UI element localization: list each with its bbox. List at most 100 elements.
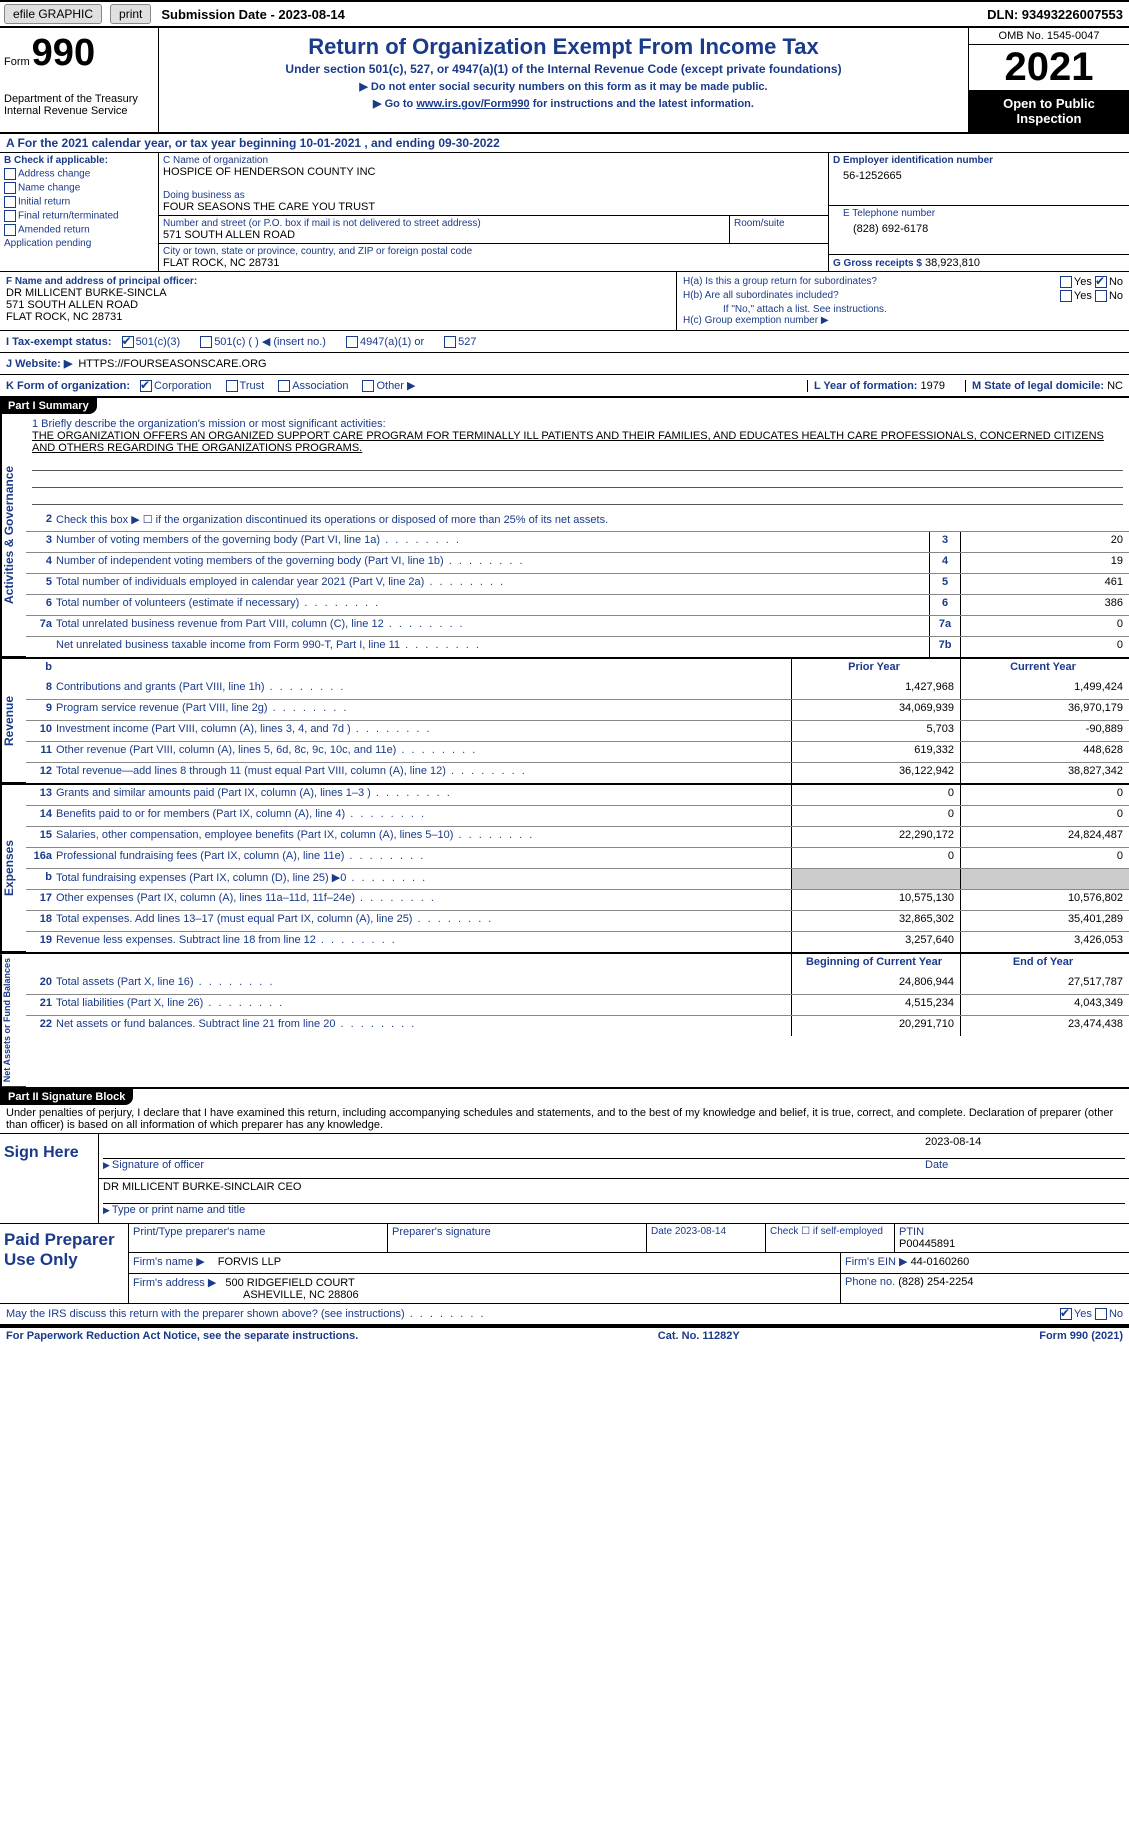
top-bar: efile GRAPHIC print Submission Date - 20… bbox=[0, 0, 1129, 28]
501c-checkbox[interactable] bbox=[200, 336, 212, 348]
hb-note: If "No," attach a list. See instructions… bbox=[683, 304, 1123, 315]
city: FLAT ROCK, NC 28731 bbox=[163, 257, 824, 269]
firm-ein-label: Firm's EIN ▶ bbox=[845, 1256, 908, 1268]
sign-date: 2023-08-14 bbox=[925, 1136, 1125, 1154]
firm-addr-label: Firm's address ▶ bbox=[133, 1277, 216, 1289]
irs-link[interactable]: www.irs.gov/Form990 bbox=[416, 98, 529, 110]
ptin-label: PTIN bbox=[899, 1226, 1125, 1238]
summary-line: 8Contributions and grants (Part VIII, li… bbox=[26, 679, 1129, 699]
phone: (828) 692-6178 bbox=[833, 219, 1125, 239]
gross-label: G Gross receipts $ bbox=[833, 258, 922, 269]
address-change-checkbox[interactable] bbox=[4, 168, 16, 180]
name-change-checkbox[interactable] bbox=[4, 182, 16, 194]
summary-line: 4Number of independent voting members of… bbox=[26, 552, 1129, 573]
begin-year-header: Beginning of Current Year bbox=[791, 954, 960, 974]
gross-receipts: 38,923,810 bbox=[925, 257, 980, 269]
year-formation: 1979 bbox=[921, 380, 945, 392]
summary-line: 10Investment income (Part VIII, column (… bbox=[26, 720, 1129, 741]
summary-line: 11Other revenue (Part VIII, column (A), … bbox=[26, 741, 1129, 762]
side-expenses: Expenses bbox=[0, 785, 26, 952]
firm-ein: 44-0160260 bbox=[911, 1256, 970, 1268]
form-word: Form bbox=[4, 56, 30, 68]
ein-label: D Employer identification number bbox=[833, 155, 1125, 166]
ha-yes-checkbox[interactable] bbox=[1060, 276, 1072, 288]
firm-name: FORVIS LLP bbox=[218, 1256, 281, 1268]
discuss-no-checkbox[interactable] bbox=[1095, 1308, 1107, 1320]
officer-street: 571 SOUTH ALLEN ROAD bbox=[6, 299, 670, 311]
summary-line: 9Program service revenue (Part VIII, lin… bbox=[26, 699, 1129, 720]
prep-date: Date 2023-08-14 bbox=[647, 1224, 766, 1252]
street: 571 SOUTH ALLEN ROAD bbox=[163, 229, 725, 241]
goto-note: ▶ Go to www.irs.gov/Form990 for instruct… bbox=[163, 97, 964, 110]
summary-line: 13Grants and similar amounts paid (Part … bbox=[26, 785, 1129, 805]
side-governance: Activities & Governance bbox=[0, 414, 26, 657]
discuss-yes-checkbox[interactable] bbox=[1060, 1308, 1072, 1320]
part1-header: Part I Summary bbox=[0, 398, 1129, 414]
sig-officer-label: Signature of officer bbox=[112, 1159, 204, 1171]
korg-label: K Form of organization: bbox=[6, 380, 130, 392]
summary-line: 5Total number of individuals employed in… bbox=[26, 573, 1129, 594]
ha-label: H(a) Is this a group return for subordin… bbox=[683, 276, 877, 288]
name-title-label: Type or print name and title bbox=[103, 1203, 1125, 1221]
amended-return-checkbox[interactable] bbox=[4, 224, 16, 236]
website-label: J Website: ▶ bbox=[6, 357, 72, 370]
final-return-checkbox[interactable] bbox=[4, 210, 16, 222]
application-pending-item: Application pending bbox=[4, 238, 154, 249]
form-ref: Form 990 (2021) bbox=[1039, 1330, 1123, 1342]
prep-name-label: Print/Type preparer's name bbox=[129, 1224, 388, 1252]
end-year-header: End of Year bbox=[960, 954, 1129, 974]
corp-checkbox[interactable] bbox=[140, 380, 152, 392]
paid-preparer-label: Paid Preparer Use Only bbox=[0, 1224, 128, 1303]
4947-checkbox[interactable] bbox=[346, 336, 358, 348]
org-name: HOSPICE OF HENDERSON COUNTY INC bbox=[163, 166, 824, 178]
form-header: Form 990 Department of the Treasury Inte… bbox=[0, 28, 1129, 134]
firm-addr2: ASHEVILLE, NC 28806 bbox=[243, 1289, 359, 1301]
state-domicile: NC bbox=[1107, 380, 1123, 392]
initial-return-checkbox[interactable] bbox=[4, 196, 16, 208]
room-label: Room/suite bbox=[734, 218, 824, 229]
assoc-checkbox[interactable] bbox=[278, 380, 290, 392]
form-subtitle: Under section 501(c), 527, or 4947(a)(1)… bbox=[163, 62, 964, 76]
other-checkbox[interactable] bbox=[362, 380, 374, 392]
501c3-checkbox[interactable] bbox=[122, 336, 134, 348]
calendar-year-line: A For the 2021 calendar year, or tax yea… bbox=[0, 134, 1129, 153]
ein: 56-1252665 bbox=[833, 166, 1125, 186]
summary-line: 16aProfessional fundraising fees (Part I… bbox=[26, 847, 1129, 868]
firm-addr1: 500 RIDGEFIELD COURT bbox=[225, 1277, 354, 1289]
summary-line: 6Total number of volunteers (estimate if… bbox=[26, 594, 1129, 615]
prep-sig-label: Preparer's signature bbox=[388, 1224, 647, 1252]
mission-label: 1 Briefly describe the organization's mi… bbox=[32, 418, 1123, 430]
trust-checkbox[interactable] bbox=[226, 380, 238, 392]
signature-declaration: Under penalties of perjury, I declare th… bbox=[0, 1105, 1129, 1133]
hb-no-checkbox[interactable] bbox=[1095, 290, 1107, 302]
ha-no-checkbox[interactable] bbox=[1095, 276, 1107, 288]
summary-line: 20Total assets (Part X, line 16)24,806,9… bbox=[26, 974, 1129, 994]
ssn-note: ▶ Do not enter social security numbers o… bbox=[163, 80, 964, 93]
paperwork-notice: For Paperwork Reduction Act Notice, see … bbox=[6, 1330, 358, 1342]
sig-date-label: Date bbox=[925, 1158, 1125, 1176]
section-b-label: B Check if applicable: bbox=[4, 155, 154, 166]
status-label: I Tax-exempt status: bbox=[6, 336, 112, 348]
officer-name: DR MILLICENT BURKE-SINCLA bbox=[6, 287, 670, 299]
website-url: HTTPS://FOURSEASONSCARE.ORG bbox=[78, 358, 266, 370]
street-label: Number and street (or P.O. box if mail i… bbox=[163, 218, 725, 229]
hb-yes-checkbox[interactable] bbox=[1060, 290, 1072, 302]
summary-line: 17Other expenses (Part IX, column (A), l… bbox=[26, 889, 1129, 910]
print-button[interactable]: print bbox=[110, 4, 151, 24]
summary-line: 19Revenue less expenses. Subtract line 1… bbox=[26, 931, 1129, 952]
officer-city: FLAT ROCK, NC 28731 bbox=[6, 311, 670, 323]
submission-date: Submission Date - 2023-08-14 bbox=[155, 7, 351, 22]
hb-label: H(b) Are all subordinates included? bbox=[683, 290, 839, 302]
firm-phone: (828) 254-2254 bbox=[898, 1276, 973, 1288]
city-label: City or town, state or province, country… bbox=[163, 246, 824, 257]
tax-year: 2021 bbox=[969, 45, 1129, 90]
department: Department of the Treasury Internal Reve… bbox=[4, 93, 154, 117]
sign-here-label: Sign Here bbox=[0, 1134, 99, 1223]
phone-label: E Telephone number bbox=[833, 208, 1125, 219]
efile-button[interactable]: efile GRAPHIC bbox=[4, 4, 102, 24]
summary-line: 22Net assets or fund balances. Subtract … bbox=[26, 1015, 1129, 1036]
summary-line: 21Total liabilities (Part X, line 26)4,5… bbox=[26, 994, 1129, 1015]
summary-line: 12Total revenue—add lines 8 through 11 (… bbox=[26, 762, 1129, 783]
omb-number: OMB No. 1545-0047 bbox=[969, 28, 1129, 45]
527-checkbox[interactable] bbox=[444, 336, 456, 348]
